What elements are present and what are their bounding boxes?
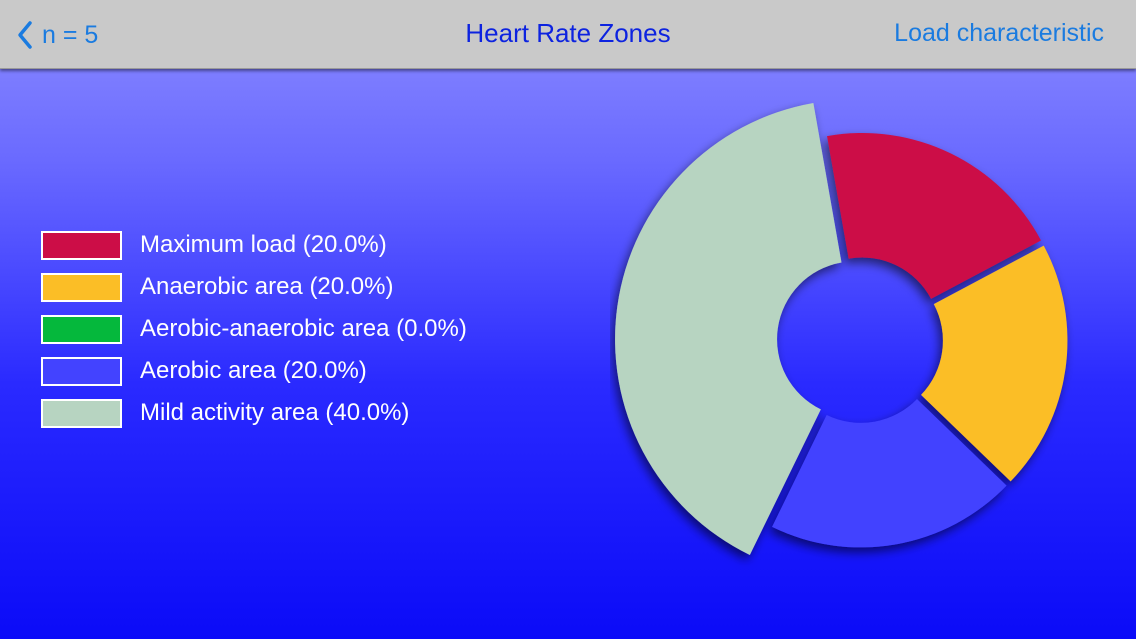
legend-label: Maximum load (20.0%) bbox=[140, 231, 387, 258]
heart-rate-zones-donut-chart bbox=[615, 102, 1068, 556]
back-label: n = 5 bbox=[42, 20, 99, 49]
navigation-bar: n = 5 Heart Rate Zones Load characterist… bbox=[0, 0, 1136, 69]
legend-item-anaerobic-area: Anaerobic area (20.0%) bbox=[41, 270, 467, 304]
legend-swatch bbox=[41, 398, 122, 428]
legend-item-aerobic-anaerobic-area: Aerobic-anaerobic area (0.0%) bbox=[41, 312, 467, 346]
donut-slice-anaerobic-area bbox=[921, 245, 1068, 482]
legend-swatch bbox=[41, 356, 122, 386]
chevron-left-icon bbox=[18, 21, 32, 49]
legend-label: Anaerobic area (20.0%) bbox=[140, 273, 394, 300]
legend-label: Aerobic-anaerobic area (0.0%) bbox=[140, 315, 467, 342]
legend-swatch bbox=[41, 314, 122, 344]
legend-item-maximum-load: Maximum load (20.0%) bbox=[41, 228, 467, 262]
load-characteristic-button[interactable]: Load characteristic bbox=[894, 19, 1104, 47]
donut-slice-mild-activity-area bbox=[615, 102, 842, 556]
donut-slice-aerobic-area bbox=[772, 399, 1007, 548]
legend-swatch bbox=[41, 230, 122, 260]
legend-swatch bbox=[41, 272, 122, 302]
legend-item-mild-activity-area: Mild activity area (40.0%) bbox=[41, 396, 467, 430]
back-button[interactable]: n = 5 bbox=[16, 15, 98, 55]
donut-slice-maximum-load bbox=[827, 133, 1041, 299]
legend-label: Mild activity area (40.0%) bbox=[140, 399, 410, 426]
chart-legend: Maximum load (20.0%) Anaerobic area (20.… bbox=[41, 228, 467, 438]
legend-label: Aerobic area (20.0%) bbox=[140, 357, 367, 384]
legend-item-aerobic-area: Aerobic area (20.0%) bbox=[41, 354, 467, 388]
